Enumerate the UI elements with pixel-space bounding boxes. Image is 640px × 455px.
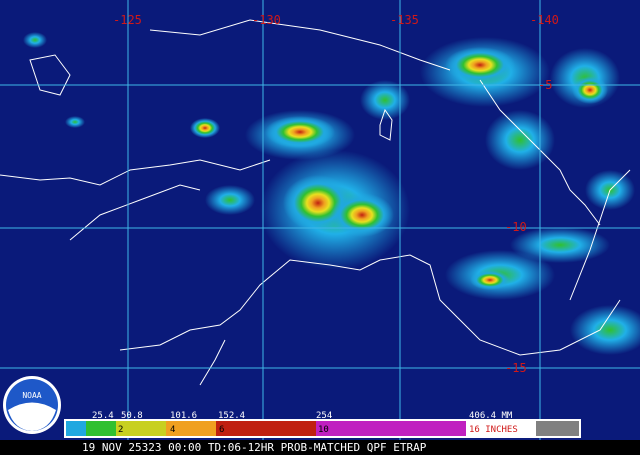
legend-inch-label: 10 [318,425,329,435]
legend-mm-label: 254 [316,411,332,421]
precipitation [23,32,640,355]
legend-mm-label: 406.4 MM [469,411,513,421]
longitude-label: -125 [113,13,142,27]
legend-inch-label: 2 [118,425,123,435]
coastlines [0,19,631,386]
latitude-label: -10 [505,220,527,234]
longitude-label: -130 [252,13,281,27]
legend-mm-label: 101.6 [170,411,197,421]
logo-text: NOAA [22,391,41,400]
legend-mm-label: 50.8 [121,411,143,421]
legend-mm-label: 25.4 [92,411,114,421]
latitude-label: -5 [538,78,552,92]
legend-mm-label: 152.4 [218,411,245,421]
legend-inch-label: 4 [170,425,175,435]
legend-inch-label: 16 INCHES [469,425,518,435]
footer: 19 NOV 25323 00:00 TD:06-12HR PROB-MATCH… [82,441,427,454]
graticule [0,0,640,440]
longitude-label: -140 [530,13,559,27]
latitude-label: -15 [505,361,527,375]
legend-inch-label: 6 [219,425,224,435]
longitude-label: -135 [390,13,419,27]
noaa-logo: NOAA [3,376,61,434]
color-legend: 25.4 50.8 101.6 152.4 254 406.4 MM 2 4 6… [64,411,581,438]
